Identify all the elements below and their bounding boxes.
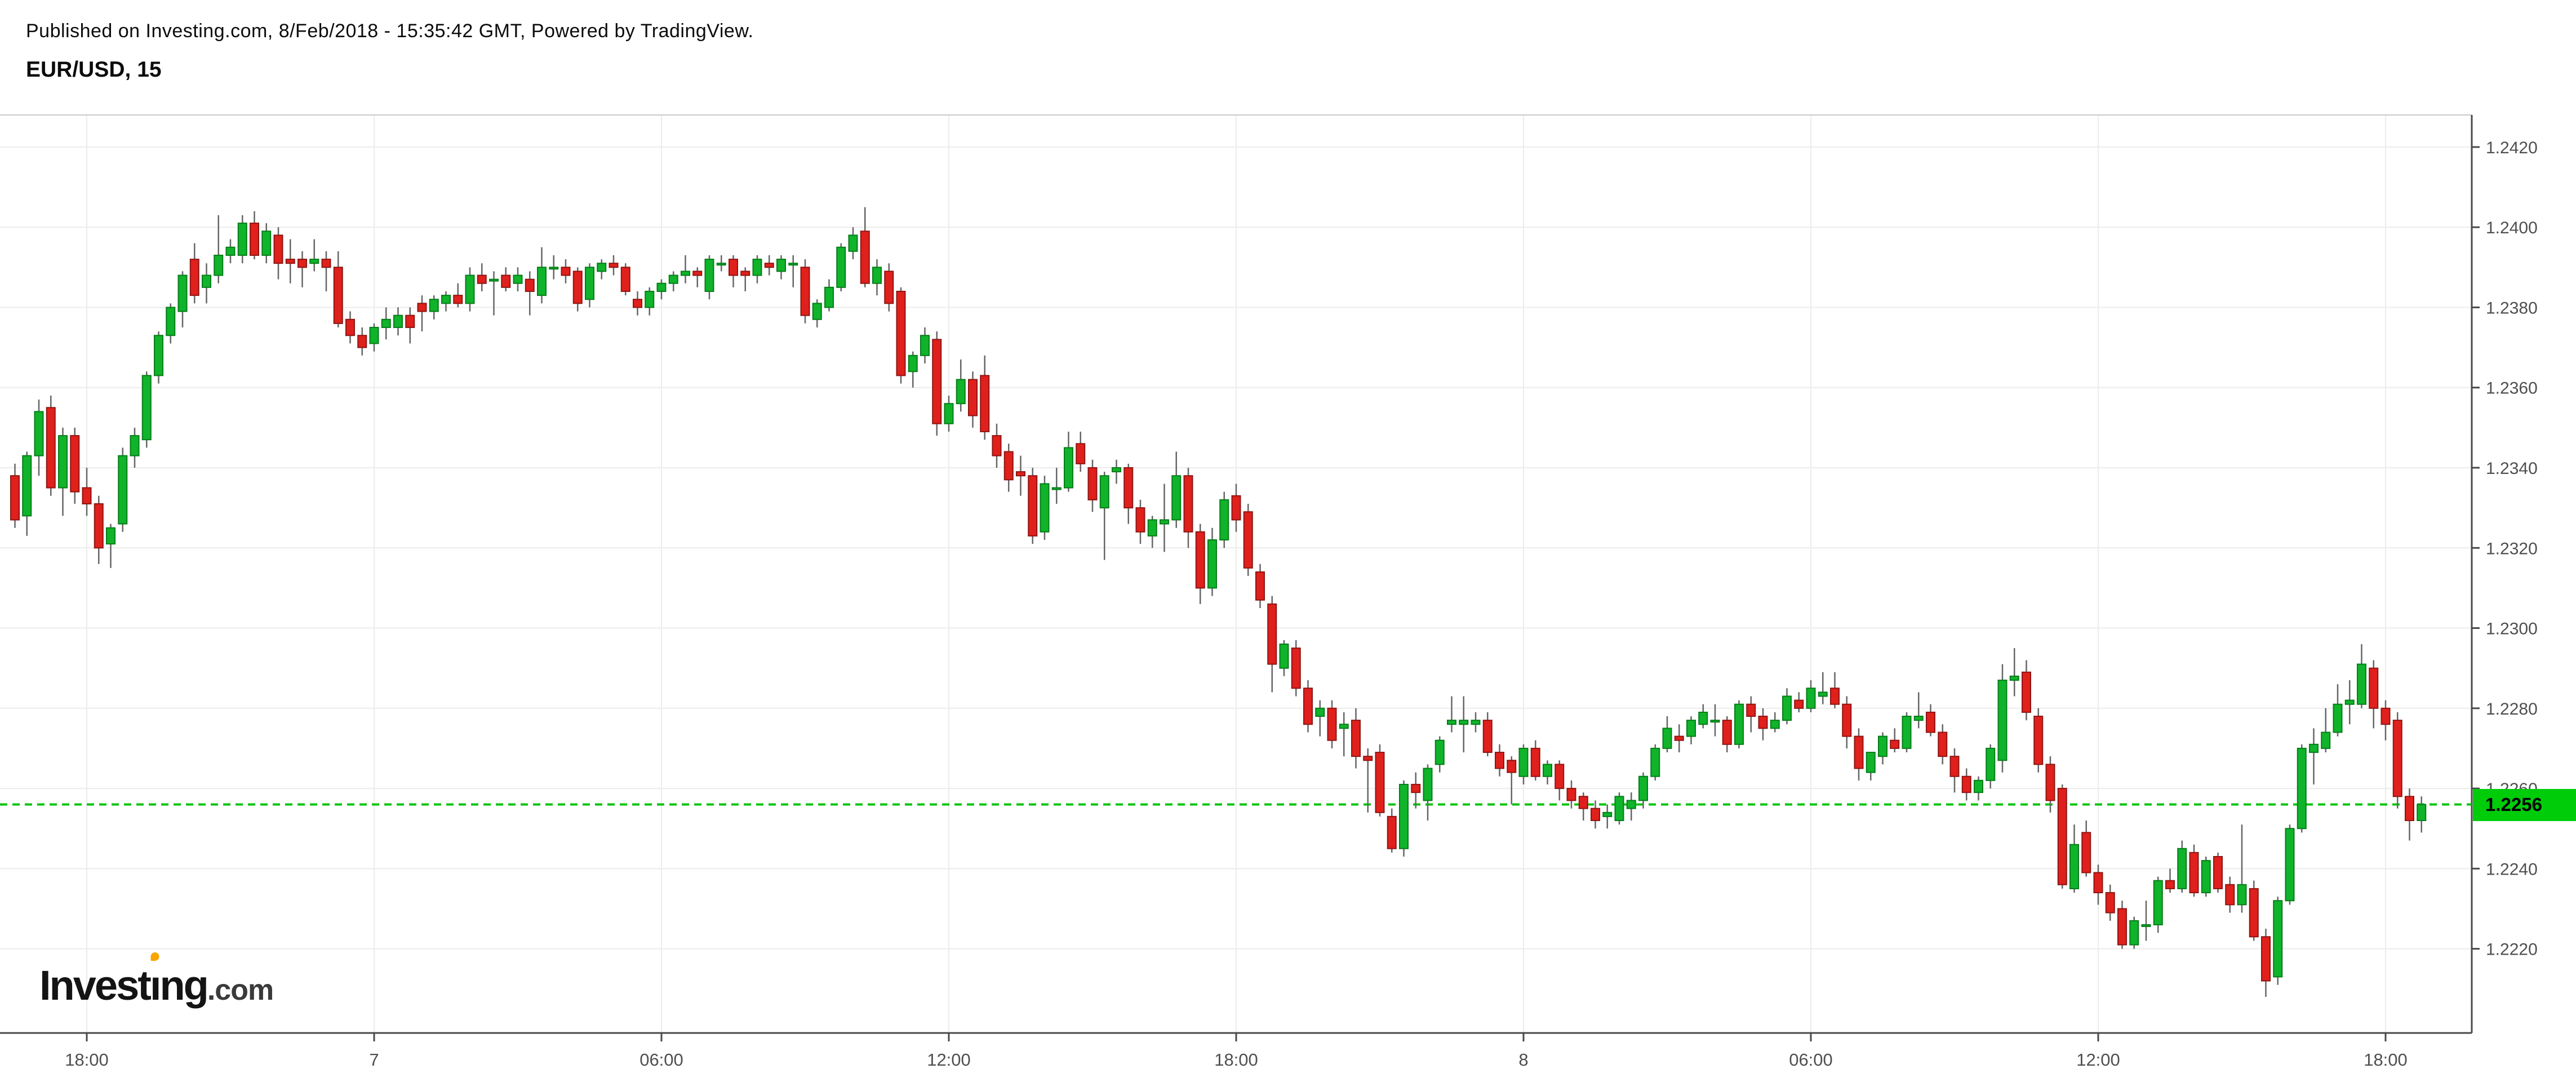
x-axis-label: 18:00 bbox=[1214, 1050, 1258, 1070]
y-axis-label: 1.2340 bbox=[2486, 459, 2538, 478]
candles-layer bbox=[10, 207, 2427, 997]
last-price-value: 1.2256 bbox=[2485, 794, 2542, 815]
x-axis-label: 7 bbox=[369, 1050, 379, 1070]
logo-orange-dot-icon bbox=[150, 952, 159, 961]
y-axis-label: 1.2320 bbox=[2486, 539, 2538, 558]
x-axis-label: 06:00 bbox=[1789, 1050, 1833, 1070]
y-axis-label: 1.2280 bbox=[2486, 700, 2538, 719]
y-axis-label: 1.2220 bbox=[2486, 941, 2538, 959]
logo-text-invest: Invest bbox=[39, 962, 152, 1009]
published-attribution-text: Published on Investing.com, 8/Feb/2018 -… bbox=[26, 20, 754, 42]
y-axis-label: 1.2380 bbox=[2486, 299, 2538, 317]
x-axis-label: 8 bbox=[1518, 1050, 1528, 1070]
logo-letter-i: ı bbox=[149, 952, 161, 1009]
logo-text-com: .com bbox=[207, 974, 274, 1006]
y-axis-label: 1.2420 bbox=[2486, 139, 2538, 157]
x-axis-label: 18:00 bbox=[2364, 1050, 2408, 1070]
x-axis-label: 06:00 bbox=[639, 1050, 683, 1070]
symbol-interval-title: EUR/USD, 15 bbox=[26, 57, 162, 82]
y-axis-label: 1.2300 bbox=[2486, 620, 2538, 638]
x-axis-label: 18:00 bbox=[65, 1050, 109, 1070]
logo-dotless-i: ı bbox=[149, 962, 161, 1009]
x-axis-label: 12:00 bbox=[2076, 1050, 2120, 1070]
investing-logo[interactable]: Invest ı ng .com bbox=[39, 952, 274, 1009]
y-axis-label: 1.2240 bbox=[2486, 860, 2538, 879]
logo-text-ng: ng bbox=[159, 962, 208, 1009]
x-axis-label: 12:00 bbox=[927, 1050, 971, 1070]
last-price-badge: 1.2256 bbox=[2473, 788, 2576, 821]
y-axis-label: 1.2360 bbox=[2486, 379, 2538, 398]
y-axis-label: 1.2400 bbox=[2486, 219, 2538, 237]
